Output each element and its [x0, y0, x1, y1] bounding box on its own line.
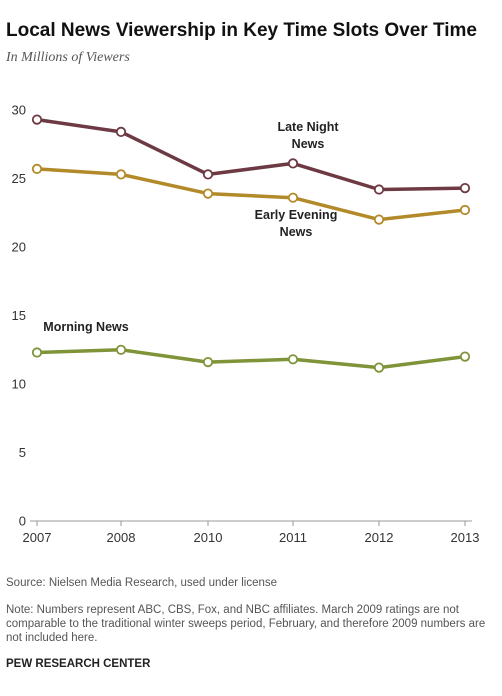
data-point	[202, 169, 214, 180]
data-point	[459, 183, 471, 194]
x-tick-label: 2011	[279, 530, 307, 545]
series-line-2	[36, 348, 466, 370]
data-point	[287, 354, 299, 365]
series-label: Early Evening	[255, 208, 338, 222]
series-label: Morning News	[43, 320, 128, 334]
data-point	[287, 158, 299, 169]
data-point	[202, 188, 214, 199]
data-point	[373, 214, 385, 225]
data-point	[459, 204, 471, 216]
footnote: Note: Numbers represent ABC, CBS, Fox, a…	[6, 604, 486, 644]
x-tick-label: 2007	[23, 530, 52, 545]
data-point	[31, 114, 43, 125]
data-point	[115, 169, 127, 180]
data-point	[115, 344, 127, 355]
y-tick-label: 20	[12, 240, 26, 255]
data-point	[115, 126, 127, 137]
series-label: Late Night	[277, 120, 339, 134]
chart-title: Local News Viewership in Key Time Slots …	[6, 20, 477, 41]
x-tick-label: 2013	[451, 530, 480, 545]
credit-line: PEW RESEARCH CENTER	[6, 658, 151, 670]
series-line-0	[36, 117, 466, 192]
y-tick-label: 30	[12, 103, 26, 118]
x-tick-label: 2008	[107, 530, 136, 545]
y-tick-label: 25	[12, 171, 26, 186]
series-line-1	[36, 167, 466, 222]
data-point	[31, 347, 43, 358]
x-tick-label: 2012	[365, 530, 394, 545]
data-point	[202, 356, 214, 368]
y-tick-label: 5	[19, 445, 26, 460]
y-tick-label: 15	[12, 308, 26, 323]
line-chart: 0 5 10 15 20 25 30 2007 2008 2010 2011 2012 2013 Late…	[12, 103, 480, 546]
x-tick-label: 2010	[194, 530, 223, 545]
data-point	[287, 192, 299, 203]
series-label: News	[280, 225, 313, 239]
y-tick-label: 0	[19, 514, 26, 529]
data-point	[459, 351, 471, 362]
data-point	[31, 163, 43, 174]
y-tick-label: 10	[12, 377, 26, 392]
series-label: News	[292, 137, 325, 151]
chart-subtitle: In Millions of Viewers	[6, 50, 130, 65]
data-point	[373, 362, 385, 373]
source-note: Source: Nielsen Media Research, used und…	[6, 577, 278, 589]
data-point	[373, 184, 385, 195]
